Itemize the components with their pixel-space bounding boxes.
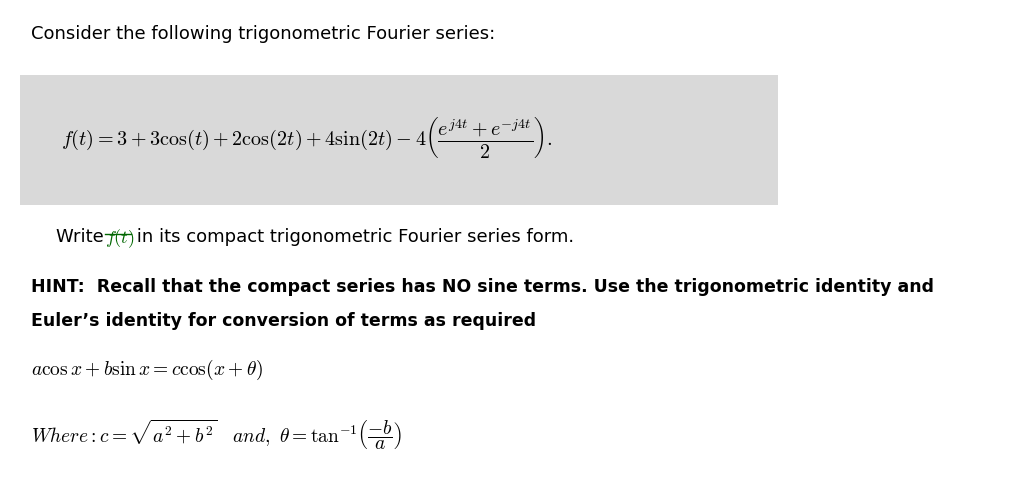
FancyBboxPatch shape [20,75,778,205]
Text: $Where: c = \sqrt{a^2 + b^2}\quad and,\ \theta = \tan^{-1}\!\left(\dfrac{-b}{a}\: $Where: c = \sqrt{a^2 + b^2}\quad and,\ … [31,418,401,452]
Text: Write: Write [56,228,110,246]
Text: in its compact trigonometric Fourier series form.: in its compact trigonometric Fourier ser… [131,228,574,246]
Text: $a\cos x + b\sin x = c\cos(x + \theta)$: $a\cos x + b\sin x = c\cos(x + \theta)$ [31,358,263,382]
Text: $f(t)$: $f(t)$ [105,228,135,250]
Text: Consider the following trigonometric Fourier series:: Consider the following trigonometric Fou… [31,25,495,43]
Text: $f(t) = 3 + 3\cos(t) + 2\cos(2t) + 4\sin(2t) - 4\left(\dfrac{e^{j4t} + e^{-j4t}}: $f(t) = 3 + 3\cos(t) + 2\cos(2t) + 4\sin… [61,115,553,160]
Text: Euler’s identity for conversion of terms as required: Euler’s identity for conversion of terms… [31,312,536,330]
Text: HINT:  Recall that the compact series has NO sine terms. Use the trigonometric i: HINT: Recall that the compact series has… [31,278,934,295]
